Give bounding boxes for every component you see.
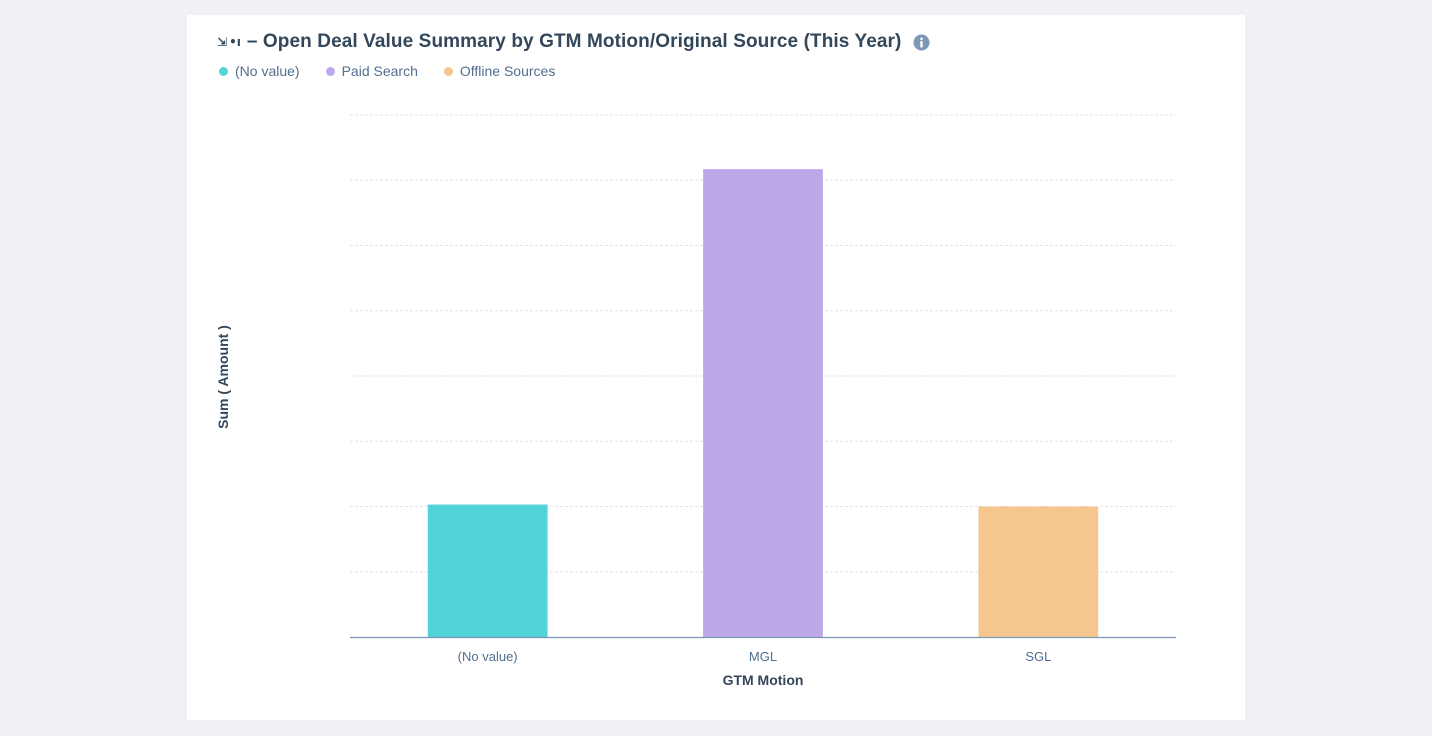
legend-label-offline-sources: Offline Sources [459,63,556,79]
legend-item-paid-search[interactable]: Paid Search [325,63,418,79]
legend-label-paid-search: Paid Search [341,63,418,79]
x-axis-title: GTM Motion [723,672,804,688]
bars [427,169,1099,638]
title-prefix-icons: ⇲ •ı [217,35,241,49]
x-tick-labels: (No value) MGL SGL [458,649,1052,664]
report-card: ⇲ •ı – Open Deal Value Summary by GTM Mo… [187,15,1245,720]
info-icon[interactable] [913,34,930,51]
y-axis-title: Sum ( Amount ) [215,325,231,429]
legend-dot-no-value [219,66,228,76]
report-header: ⇲ •ı – Open Deal Value Summary by GTM Mo… [217,31,930,53]
bar-no-value[interactable] [427,504,548,637]
tag-icon: •ı [229,35,241,49]
bar-sgl[interactable] [978,506,1099,638]
x-tick-label: SGL [1025,649,1051,664]
bar-mgl[interactable] [703,169,823,637]
x-tick-label: (No value) [458,649,518,664]
shield-icon: ⇲ [217,35,228,49]
legend-item-offline-sources[interactable]: Offline Sources [443,63,556,79]
bar-chart: (No value) MGL SGL GTM Motion Sum ( Amount… [215,114,1176,688]
legend-dot-offline-sources [443,66,453,76]
report-title: – Open Deal Value Summary by GTM Motion/… [246,31,902,52]
legend-item-no-value[interactable]: (No value) [219,63,300,79]
legend-label-no-value: (No value) [235,63,300,79]
x-tick-label: MGL [749,649,777,664]
legend-dot-paid-search [325,66,335,76]
chart-legend: (No value) Paid Search Offline Sources [219,63,581,79]
